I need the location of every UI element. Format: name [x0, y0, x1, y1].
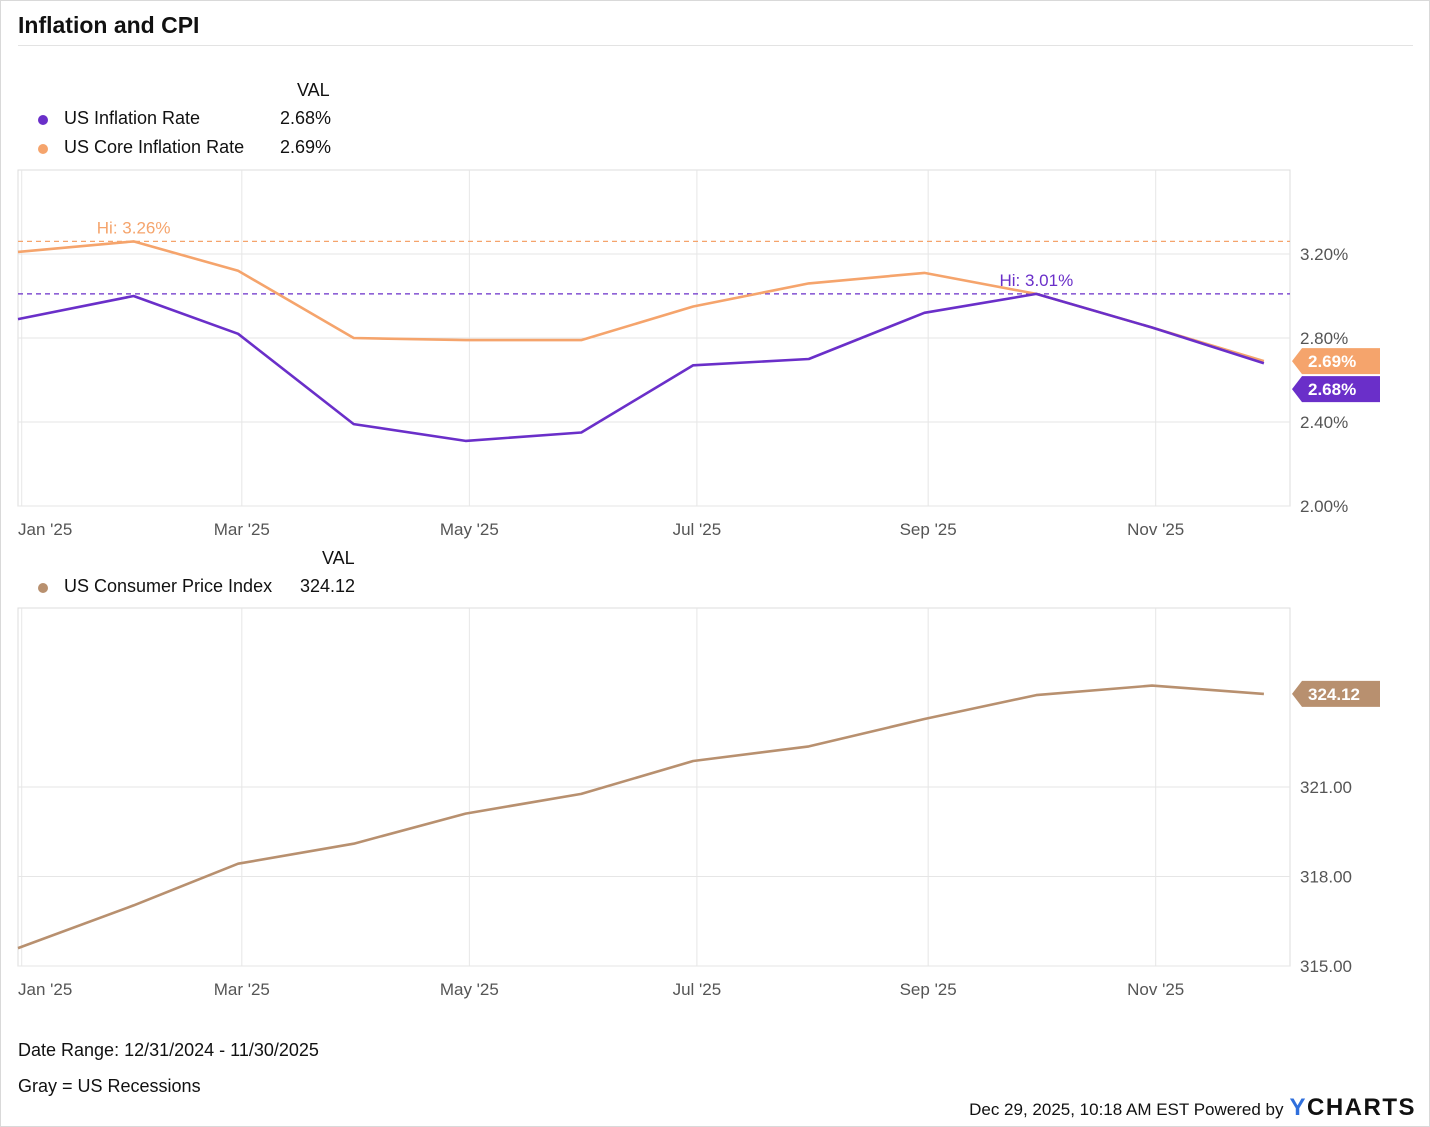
x-tick-label: Nov '25	[1127, 520, 1184, 539]
legend-item-cpi[interactable]: US Consumer Price Index 324.12	[38, 576, 368, 598]
x-tick-label: Jul '25	[673, 980, 722, 999]
legend-val-header: VAL	[322, 548, 355, 568]
series-line	[17, 684, 1264, 950]
date-range-note: Date Range: 12/31/2024 - 11/30/2025	[18, 1040, 319, 1060]
chart-title: Inflation and CPI	[18, 12, 200, 38]
end-value-label: 2.68%	[1308, 380, 1356, 399]
end-value-badge	[1292, 348, 1380, 375]
logo-text: CHARTS	[1307, 1094, 1416, 1121]
y-tick-label: 2.40%	[1300, 413, 1348, 432]
x-tick-label: Nov '25	[1127, 980, 1184, 999]
recessions-note: Gray = US Recessions	[18, 1076, 201, 1096]
x-tick-label: Jan '25	[18, 520, 72, 539]
timestamp-text: Dec 29, 2025, 10:18 AM EST Powered by	[969, 1100, 1284, 1119]
legend-item-label: US Inflation Rate	[64, 108, 201, 128]
legend-item-inflation[interactable]: US Inflation Rate 2.68%	[38, 108, 338, 130]
legend-item-core-inflation[interactable]: US Core Inflation Rate 2.69%	[38, 137, 338, 159]
high-annotation-label: Hi: 3.01%	[999, 271, 1073, 290]
logo-letter: Y	[1289, 1094, 1307, 1121]
legend-dot-icon	[38, 144, 48, 154]
end-value-label: 324.12	[1308, 685, 1360, 704]
chart-panel-1: Jan '25 Mar '25 May '25 Jul '25 Sep '25 Nov '…	[17, 169, 1380, 539]
end-value-badge	[1292, 376, 1380, 403]
legend-item-value: 2.69%	[280, 137, 332, 157]
end-value-badge	[1292, 680, 1380, 707]
end-value-label: 2.69%	[1308, 352, 1356, 371]
chart-panel-2: Jan '25 Mar '25 May '25 Jul '25 Sep '25 Nov '…	[17, 607, 1380, 999]
legend-dot-icon	[38, 115, 48, 125]
legend-val-header: VAL	[297, 80, 330, 100]
x-tick-label: Mar '25	[214, 980, 270, 999]
y-tick-label: 3.20%	[1300, 245, 1348, 264]
series-line	[17, 292, 1265, 443]
x-tick-label: Sep '25	[900, 520, 957, 539]
y-tick-label: 321.00	[1300, 778, 1352, 797]
x-tick-label: Jul '25	[673, 520, 722, 539]
x-tick-label: Sep '25	[900, 980, 957, 999]
y-tick-label: 315.00	[1300, 957, 1352, 976]
x-tick-label: May '25	[440, 520, 499, 539]
y-tick-label: 318.00	[1300, 868, 1352, 887]
powered-by: Dec 29, 2025, 10:18 AM EST Powered by YC…	[969, 1094, 1416, 1122]
legend-item-label: US Core Inflation Rate	[64, 137, 245, 157]
x-tick-label: Mar '25	[214, 520, 270, 539]
title-divider	[18, 45, 1413, 46]
legend-item-value: 2.68%	[280, 108, 332, 128]
legend-dot-icon	[38, 583, 48, 593]
series-line	[17, 240, 1265, 363]
y-tick-label: 2.80%	[1300, 329, 1348, 348]
legend-item-value: 324.12	[300, 576, 356, 596]
x-tick-label: Jan '25	[18, 980, 72, 999]
x-tick-label: May '25	[440, 980, 499, 999]
legend-item-label: US Consumer Price Index	[64, 576, 273, 596]
y-tick-label: 2.00%	[1300, 497, 1348, 516]
ycharts-logo[interactable]: YCHARTS	[1289, 1094, 1416, 1122]
high-annotation-label: Hi: 3.26%	[97, 218, 171, 237]
